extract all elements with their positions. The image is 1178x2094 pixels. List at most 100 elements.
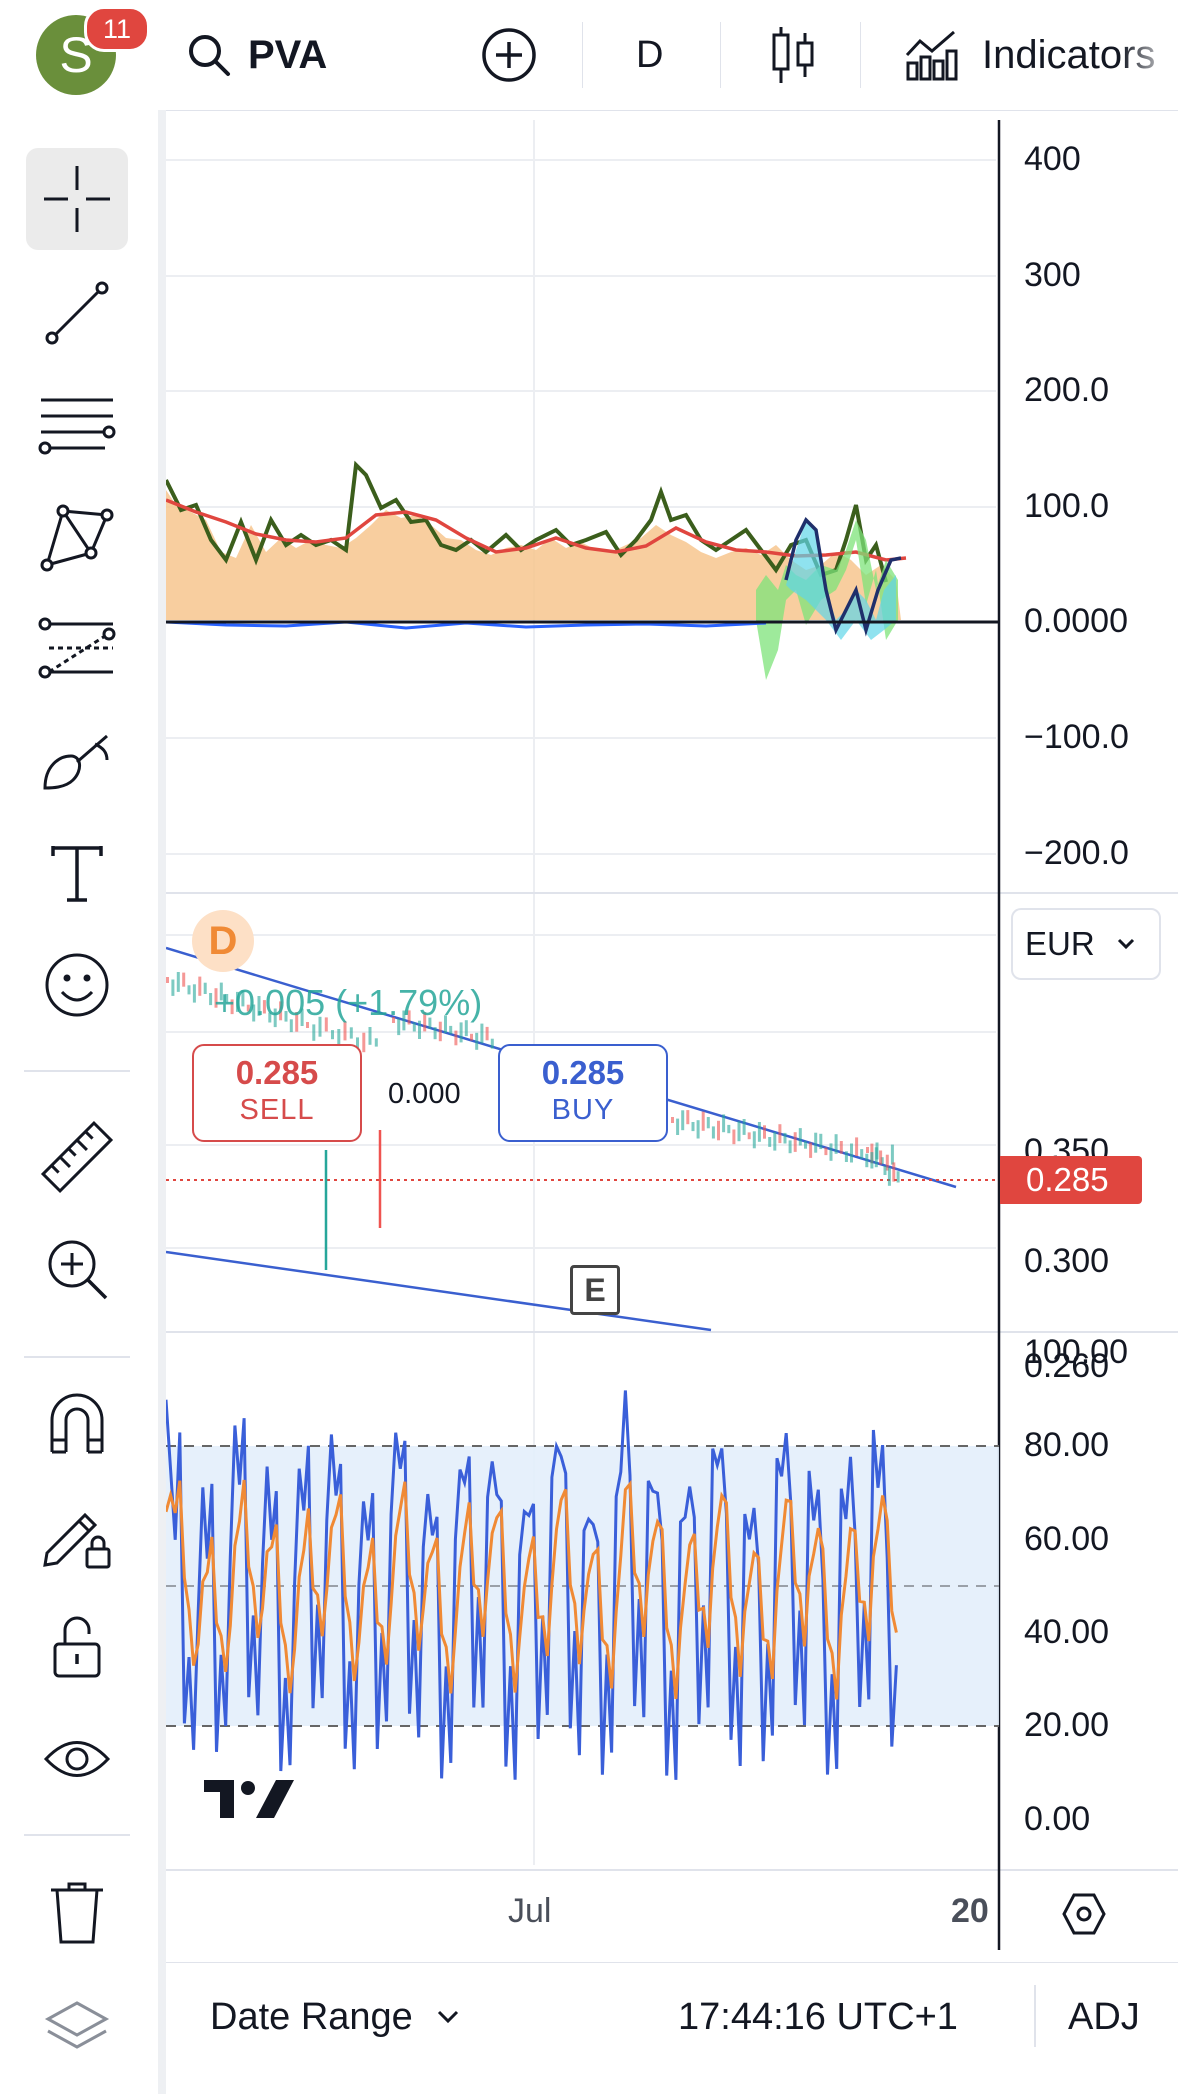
sell-price: 0.285 [235,1054,319,1091]
candle [757,1122,761,1142]
search-icon [189,35,230,76]
oscillator-tick: −200.0 [1024,834,1129,872]
zoom-in-tool[interactable] [26,1218,128,1320]
candle [356,1037,359,1050]
chart-canvas[interactable] [166,120,1178,1970]
candle [793,1132,797,1152]
candle [192,984,196,1003]
chart-settings-button[interactable] [1054,1884,1114,1944]
candlestick-icon [772,27,814,83]
emoji-tool[interactable] [26,934,128,1036]
dividend-marker[interactable]: D [192,910,254,972]
candle [798,1128,802,1146]
date-range-button[interactable]: Date Range [210,1963,459,2071]
candle [701,1111,705,1131]
chart-area[interactable]: 400 300 200.0 100.0 0.0000 −100.0 −200.0 EUR 0… [166,120,1178,2090]
candle [883,1165,887,1175]
footer-divider [1034,1985,1036,2047]
candle [438,1021,442,1042]
buy-price: 0.285 [541,1054,625,1091]
candle [349,1027,353,1039]
toolbar-fade [1120,0,1178,110]
candle [262,1000,266,1014]
candle [343,1021,347,1041]
candle [752,1131,756,1149]
crosshair-tool[interactable] [26,148,128,250]
timezone-clock[interactable]: 17:44:16 UTC+1 [678,1995,958,2038]
candle [742,1119,746,1135]
settings-hexagon-icon [1062,1893,1106,1935]
unlock-tool[interactable] [26,1596,128,1698]
oscillator-tick: 100.0 [1024,487,1110,525]
price-tick: 0.300 [1024,1242,1110,1280]
candle [814,1132,818,1153]
brush-tool[interactable] [26,710,128,812]
pane1-grid [166,159,996,855]
remove-drawings-tool[interactable] [26,1862,128,1964]
candle [732,1129,736,1145]
candle [312,1024,316,1041]
candle [289,1019,293,1033]
toolbar-divider [582,22,583,88]
adjustment-button[interactable]: ADJ [1068,1995,1140,2038]
add-circle-icon [482,28,536,82]
candle [788,1140,792,1154]
candle [691,1122,695,1132]
candle [433,1027,437,1040]
candle [428,1017,432,1029]
trend-line-tool[interactable] [26,262,128,364]
candle [449,1025,453,1035]
candle [368,1027,372,1045]
projection-tool[interactable] [26,598,128,700]
sidebar-gutter [158,110,166,2094]
histogram-green [756,520,898,680]
lower-trendline [166,1250,712,1332]
indicators-icon [905,30,958,81]
histogram-cyan [786,520,896,640]
rsi-ma-line [166,1479,898,1700]
zoom-in-icon [48,1240,108,1300]
candle [809,1142,813,1158]
earnings-marker[interactable]: E [570,1265,620,1315]
candle [418,1020,421,1039]
compare-symbol-button[interactable] [480,0,538,110]
candle [464,1020,468,1037]
projection-icon [38,617,116,679]
sell-button[interactable]: 0.285 SELL [192,1044,362,1142]
rsi-tick: 0.00 [1024,1800,1091,1838]
fib-retracement-tool[interactable] [26,374,128,476]
rsi-line [166,1390,898,1780]
text-tool[interactable] [26,822,128,924]
tradingview-logo [204,1780,294,1818]
candle [829,1143,833,1161]
pattern-tool[interactable] [26,486,128,588]
price-candles [166,972,900,1186]
oscillator-tick: 0.0000 [1024,602,1128,640]
interval-button[interactable]: D [636,0,663,110]
candle [187,985,191,995]
candle [880,1157,884,1164]
candle [203,982,207,994]
buy-button[interactable]: 0.285 BUY [498,1044,668,1142]
candle [407,1010,411,1025]
object-tree-tool[interactable] [26,1976,128,2078]
candle [444,1015,447,1034]
candle [865,1153,869,1168]
candle [306,1022,309,1028]
symbol-search[interactable]: PVA [186,0,327,110]
lock-drawing-tool[interactable] [26,1484,128,1586]
rsi-tick: 80.00 [1024,1426,1110,1464]
candle [246,1004,250,1012]
candle [485,1026,489,1041]
lock-drawing-icon [43,1512,111,1569]
trash-icon [51,1882,103,1944]
tool-divider [24,1356,130,1358]
candle [236,991,239,1012]
candle [834,1134,838,1154]
visibility-tool[interactable] [26,1708,128,1810]
candle [198,976,202,996]
currency-selector[interactable]: EUR [1011,908,1161,980]
ruler-tool[interactable] [26,1106,128,1208]
chart-type-button[interactable] [770,0,816,110]
magnet-tool[interactable] [26,1372,128,1474]
